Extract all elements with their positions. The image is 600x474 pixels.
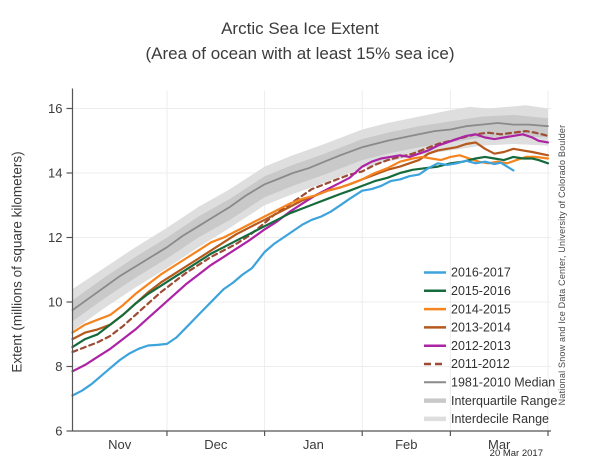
legend-label-7: Interquartile Range [451, 394, 557, 408]
y-tick-label-8: 8 [55, 359, 62, 374]
legend-label-6: 1981-2010 Median [451, 376, 555, 390]
series-line-2011-2012 [71, 130, 550, 354]
y-tick-label-16: 16 [48, 101, 62, 116]
legend-label-5: 2011-2012 [451, 357, 510, 371]
attribution-text: National Snow and Ice Data Center, Unive… [557, 124, 567, 406]
legend-label-4: 2012-2013 [451, 339, 511, 353]
series-line-2015-2016 [71, 155, 550, 349]
series-line-2012-2013 [71, 133, 550, 373]
y-tick-label-14: 14 [48, 166, 62, 181]
legend-label-0: 2016-2017 [451, 266, 511, 280]
y-tick-label-12: 12 [48, 230, 62, 245]
legend-label-3: 2013-2014 [451, 321, 511, 335]
x-tick-label-feb: Feb [395, 437, 417, 452]
chart-subtitle: (Area of ocean with at least 15% sea ice… [145, 44, 455, 63]
chart-date-label: 20 Mar 2017 [489, 448, 543, 459]
band-interquartile-range [72, 114, 548, 322]
x-tick-label-nov: Nov [108, 437, 132, 452]
y-tick-label-10: 10 [48, 295, 62, 310]
x-tick-label-jan: Jan [303, 437, 324, 452]
x-tick-label-dec: Dec [204, 437, 228, 452]
chart-title: Arctic Sea Ice Extent [221, 19, 379, 38]
series-line-1981-2010-median [71, 122, 549, 312]
series-line-2016-2017 [71, 159, 515, 397]
legend-label-2: 2014-2015 [451, 302, 511, 316]
legend-label-1: 2015-2016 [451, 284, 511, 298]
x-tick-label-mar: Mar [488, 437, 511, 452]
legend-label-8: Interdecile Range [451, 412, 549, 426]
y-tick-label-6: 6 [55, 424, 62, 439]
